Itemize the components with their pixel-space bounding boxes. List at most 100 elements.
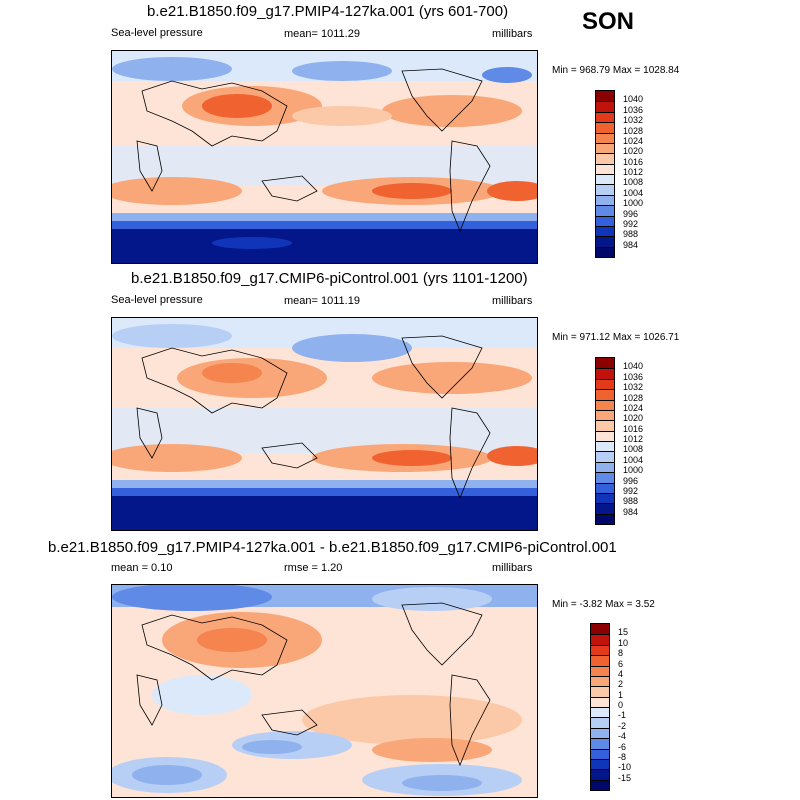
panel3-rmse-label: rmse = 1.20 — [284, 562, 343, 574]
colorbar-swatch — [596, 122, 614, 133]
colorbar-swatch — [591, 707, 609, 718]
colorbar-tick-label: 1040 — [623, 94, 644, 105]
colorbar-swatch — [591, 634, 609, 645]
colorbar-tick-label: 1012 — [623, 434, 644, 444]
colorbar-swatch — [591, 624, 609, 635]
colorbar-swatch — [591, 758, 609, 770]
colorbar-tick-label: 1012 — [623, 167, 644, 177]
colorbar-tick-label: 1020 — [623, 146, 644, 157]
colorbar-tick-label: -4 — [618, 731, 627, 742]
colorbar-tick-label: 996 — [623, 208, 639, 219]
colorbar-swatch — [596, 368, 614, 379]
panel1-map-svg — [112, 51, 537, 263]
colorbar-swatch — [591, 738, 609, 749]
colorbar-tick-label: 1032 — [623, 115, 644, 126]
colorbar-swatch — [591, 727, 609, 739]
colorbar-tick-label: 992 — [623, 485, 639, 496]
colorbar-tick-label: 1020 — [623, 413, 644, 424]
colorbar-tick-label: 6 — [618, 658, 624, 669]
colorbar-tick-label: 988 — [623, 496, 639, 507]
panel1-map — [111, 50, 538, 264]
colorbar-swatch — [596, 111, 614, 123]
panel3-colorbar — [590, 623, 610, 791]
colorbar-tick-label: 1000 — [623, 465, 644, 476]
colorbar-tick-label: 15 — [618, 627, 629, 638]
colorbar-swatch — [596, 409, 614, 421]
colorbar-tick-label: 1024 — [623, 135, 644, 146]
colorbar-tick-label: 8 — [618, 648, 624, 659]
panel1-units-label: millibars — [492, 28, 533, 40]
panel2-colorbar — [595, 357, 615, 525]
colorbar-swatch — [596, 472, 614, 483]
colorbar-swatch — [596, 142, 614, 154]
colorbar-tick-label: -2 — [618, 720, 627, 731]
colorbar-swatch — [591, 696, 609, 707]
colorbar-tick-label: -15 — [618, 772, 632, 783]
colorbar-tick-label: 1004 — [623, 454, 644, 465]
colorbar-tick-label: 1000 — [623, 198, 644, 209]
colorbar-swatch — [596, 451, 614, 462]
colorbar-tick-label: 1016 — [623, 423, 644, 434]
colorbar-tick-label: 10 — [618, 637, 629, 648]
colorbar-swatch — [596, 513, 614, 524]
colorbar-swatch — [596, 503, 614, 514]
colorbar-tick-label: 0 — [618, 700, 624, 710]
colorbar-swatch — [596, 389, 614, 400]
panel3-minmax-label: Min = -3.82 Max = 3.52 — [552, 599, 655, 610]
panel3-units-label: millibars — [492, 562, 533, 574]
colorbar-swatch — [596, 420, 614, 431]
colorbar-tick-label: 1036 — [623, 371, 644, 382]
colorbar-tick-label: -6 — [618, 741, 627, 752]
colorbar-tick-label: -1 — [618, 710, 627, 721]
colorbar-swatch — [596, 184, 614, 195]
colorbar-tick-label: 988 — [623, 229, 639, 240]
colorbar-swatch — [591, 769, 609, 780]
colorbar-swatch — [596, 430, 614, 441]
colorbar-tick-label: 1028 — [623, 125, 644, 136]
colorbar-tick-label: 1040 — [623, 361, 644, 372]
colorbar-swatch — [596, 399, 614, 410]
panel2-units-label: millibars — [492, 295, 533, 307]
colorbar-swatch — [591, 675, 609, 687]
colorbar-swatch — [596, 225, 614, 237]
panel2-mean-label: mean= 1011.19 — [284, 295, 360, 307]
panel1-colorbar — [595, 90, 615, 258]
colorbar-swatch — [596, 441, 614, 452]
colorbar-tick-label: -10 — [618, 762, 632, 773]
colorbar-swatch — [596, 153, 614, 164]
colorbar-tick-label: 996 — [623, 475, 639, 486]
colorbar-tick-label: 992 — [623, 218, 639, 229]
panel3-map-svg — [112, 585, 537, 797]
colorbar-tick-label: 1008 — [623, 177, 644, 188]
colorbar-swatch — [596, 461, 614, 473]
colorbar-swatch — [591, 655, 609, 666]
panel1-minmax-label: Min = 968.79 Max = 1028.84 — [552, 65, 680, 76]
panel1-variable-label: Sea-level pressure — [111, 27, 203, 39]
colorbar-swatch — [596, 246, 614, 257]
colorbar-tick-label: 984 — [623, 506, 639, 517]
colorbar-swatch — [591, 686, 609, 697]
colorbar-swatch — [596, 132, 614, 143]
season-label: SON — [582, 8, 635, 35]
colorbar-swatch — [596, 358, 614, 369]
colorbar-swatch — [596, 492, 614, 504]
colorbar-swatch — [591, 779, 609, 790]
colorbar-tick-label: 1024 — [623, 402, 644, 413]
colorbar-tick-label: 1036 — [623, 104, 644, 115]
panel1-mean-label: mean= 1011.29 — [284, 28, 360, 40]
colorbar-swatch — [596, 91, 614, 102]
colorbar-swatch — [591, 748, 609, 759]
colorbar-swatch — [596, 378, 614, 390]
colorbar-tick-label: 1004 — [623, 187, 644, 198]
colorbar-swatch — [596, 174, 614, 185]
panel2-variable-label: Sea-level pressure — [111, 294, 203, 306]
panel2-minmax-label: Min = 971.12 Max = 1026.71 — [552, 332, 680, 343]
colorbar-swatch — [596, 215, 614, 226]
colorbar-tick-label: 1032 — [623, 382, 644, 393]
panel2-title: b.e21.B1850.f09_g17.CMIP6-piControl.001 … — [131, 270, 528, 287]
colorbar-tick-label: 1008 — [623, 444, 644, 455]
panel2-map — [111, 317, 538, 531]
colorbar-swatch — [596, 236, 614, 247]
colorbar-tick-label: 4 — [618, 668, 624, 679]
colorbar-swatch — [596, 101, 614, 112]
